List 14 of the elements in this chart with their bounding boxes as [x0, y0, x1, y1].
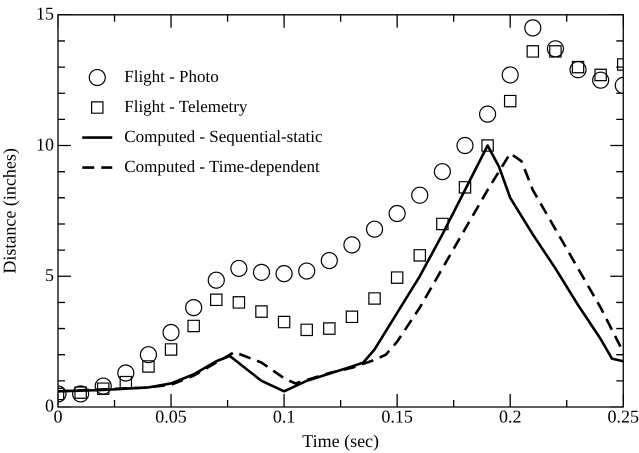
legend-label: Flight - Telemetry	[124, 97, 248, 116]
x-tick-label: 0.2	[498, 406, 522, 427]
x-tick-label: 0.25	[608, 406, 639, 427]
x-tick-label: 0.15	[381, 406, 413, 427]
legend-label: Computed - Time-dependent	[124, 157, 320, 176]
x-tick-label: 0.05	[155, 406, 187, 427]
y-tick-label: 15	[36, 4, 54, 24]
x-tick-label: 0.1	[272, 406, 296, 427]
x-axis-title: Time (sec)	[302, 430, 380, 451]
y-tick-label: 5	[45, 265, 54, 285]
y-axis-title: Distance (inches)	[0, 148, 20, 274]
legend-label: Computed - Sequential-static	[124, 127, 324, 146]
legend-label: Flight - Photo	[124, 67, 219, 86]
y-tick-label: 10	[36, 134, 54, 154]
